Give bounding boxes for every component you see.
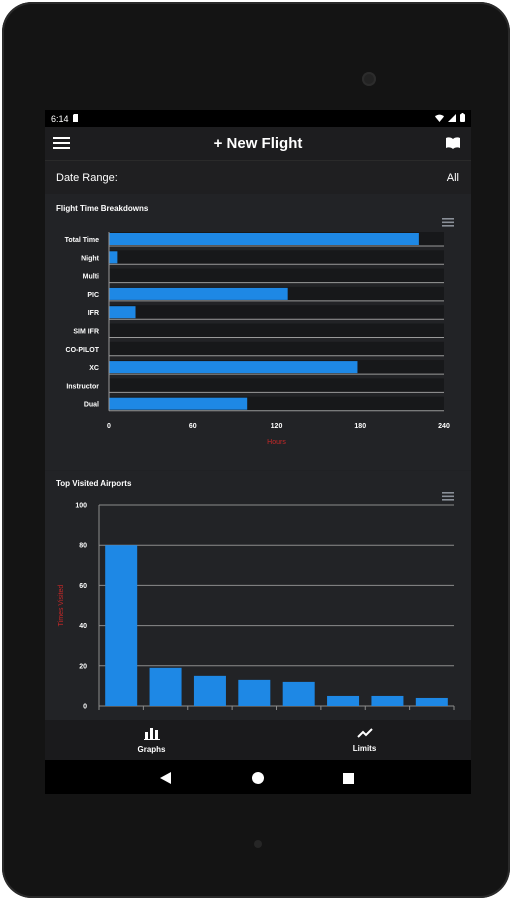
airports-title: Top Visited Airports: [56, 479, 132, 488]
category-label: Total Time: [65, 237, 99, 244]
bar-track: [109, 323, 444, 338]
back-icon[interactable]: [160, 771, 171, 789]
y-axis-title: Times Visited: [58, 585, 65, 627]
status-time: 6:14: [51, 113, 69, 124]
app-bar: + New Flight: [45, 127, 471, 161]
chart-menu-icon[interactable]: [442, 214, 454, 227]
bar-track: [109, 268, 444, 283]
trend-line-icon: [356, 727, 373, 741]
date-range-label: Date Range:: [56, 172, 118, 184]
menu-icon[interactable]: [53, 136, 71, 150]
y-tick-label: 80: [79, 543, 87, 550]
nav-graphs-label: Graphs: [137, 745, 166, 754]
category-label: SIM IFR: [73, 329, 99, 336]
logbook-icon[interactable]: [445, 135, 461, 151]
bar-track: [109, 341, 444, 356]
bar: [109, 251, 118, 264]
category-label: Night: [81, 255, 100, 262]
flight-time-card: Flight Time Breakdowns Total Time Night Mu…: [45, 194, 471, 470]
airports-card: Top Visited Airports 0 20 40 60 80 100 Times V…: [45, 471, 471, 720]
x-tick-label: 180: [354, 423, 366, 430]
front-camera: [362, 72, 376, 86]
system-navigation-bar: [45, 760, 471, 794]
category-label: IFR: [88, 310, 99, 317]
flight-time-chart: Total Time Night Multi PIC IFR SIM IFR CO-PILO…: [65, 232, 450, 446]
x-tick-label: 120: [271, 423, 283, 430]
bar: [193, 675, 226, 706]
recents-icon[interactable]: [343, 771, 354, 789]
category-label: PIC: [87, 292, 99, 299]
y-tick-label: 40: [79, 623, 87, 630]
date-range-value[interactable]: All: [446, 172, 459, 184]
category-label: Dual: [84, 402, 99, 409]
date-range-row[interactable]: Date Range: All: [45, 161, 471, 195]
nav-limits[interactable]: Limits: [258, 720, 471, 760]
bar: [371, 695, 404, 706]
y-tick-label: 20: [79, 663, 87, 670]
bar: [327, 695, 360, 706]
nav-graphs[interactable]: Graphs: [45, 720, 258, 760]
battery-icon: [460, 113, 465, 124]
wifi-icon: [435, 114, 444, 124]
category-label: CO-PILOT: [66, 347, 100, 354]
bar: [238, 679, 271, 706]
sd-card-icon: [72, 113, 79, 124]
y-tick-label: 0: [83, 704, 87, 711]
y-tick-label: 100: [75, 503, 87, 510]
bar: [415, 697, 448, 706]
bar: [109, 233, 419, 245]
bar: [109, 287, 288, 300]
category-label: Instructor: [66, 383, 99, 390]
bar-track: [109, 378, 444, 393]
y-tick-label: 60: [79, 583, 87, 590]
category-label: XC: [89, 365, 99, 372]
chart-menu-icon[interactable]: [442, 488, 454, 501]
bar: [109, 361, 358, 374]
new-flight-title[interactable]: + New Flight: [213, 135, 303, 152]
bar: [109, 306, 136, 319]
status-bar: 6:14: [45, 110, 471, 127]
bottom-navigation: Graphs Limits: [45, 720, 471, 760]
bar-track: [109, 305, 444, 320]
bar: [149, 667, 182, 706]
category-label: Multi: [83, 274, 99, 281]
light-sensor: [254, 840, 262, 848]
app-screen: 6:14 + New Flight: [45, 110, 471, 794]
graphs-icon: [143, 726, 160, 742]
home-icon[interactable]: [252, 771, 264, 789]
bar-track: [109, 250, 444, 265]
nav-limits-label: Limits: [352, 744, 377, 753]
x-tick-label: 60: [189, 423, 197, 430]
x-axis-title: Hours: [267, 439, 286, 446]
signal-icon: [448, 113, 456, 124]
bar: [109, 397, 248, 410]
flight-time-title: Flight Time Breakdowns: [56, 204, 149, 213]
airports-chart: 0 20 40 60 80 100 Times Visited: [58, 503, 455, 711]
bar: [105, 545, 138, 706]
bar: [282, 681, 315, 706]
x-tick-label: 240: [438, 423, 450, 430]
x-tick-label: 0: [107, 423, 111, 430]
